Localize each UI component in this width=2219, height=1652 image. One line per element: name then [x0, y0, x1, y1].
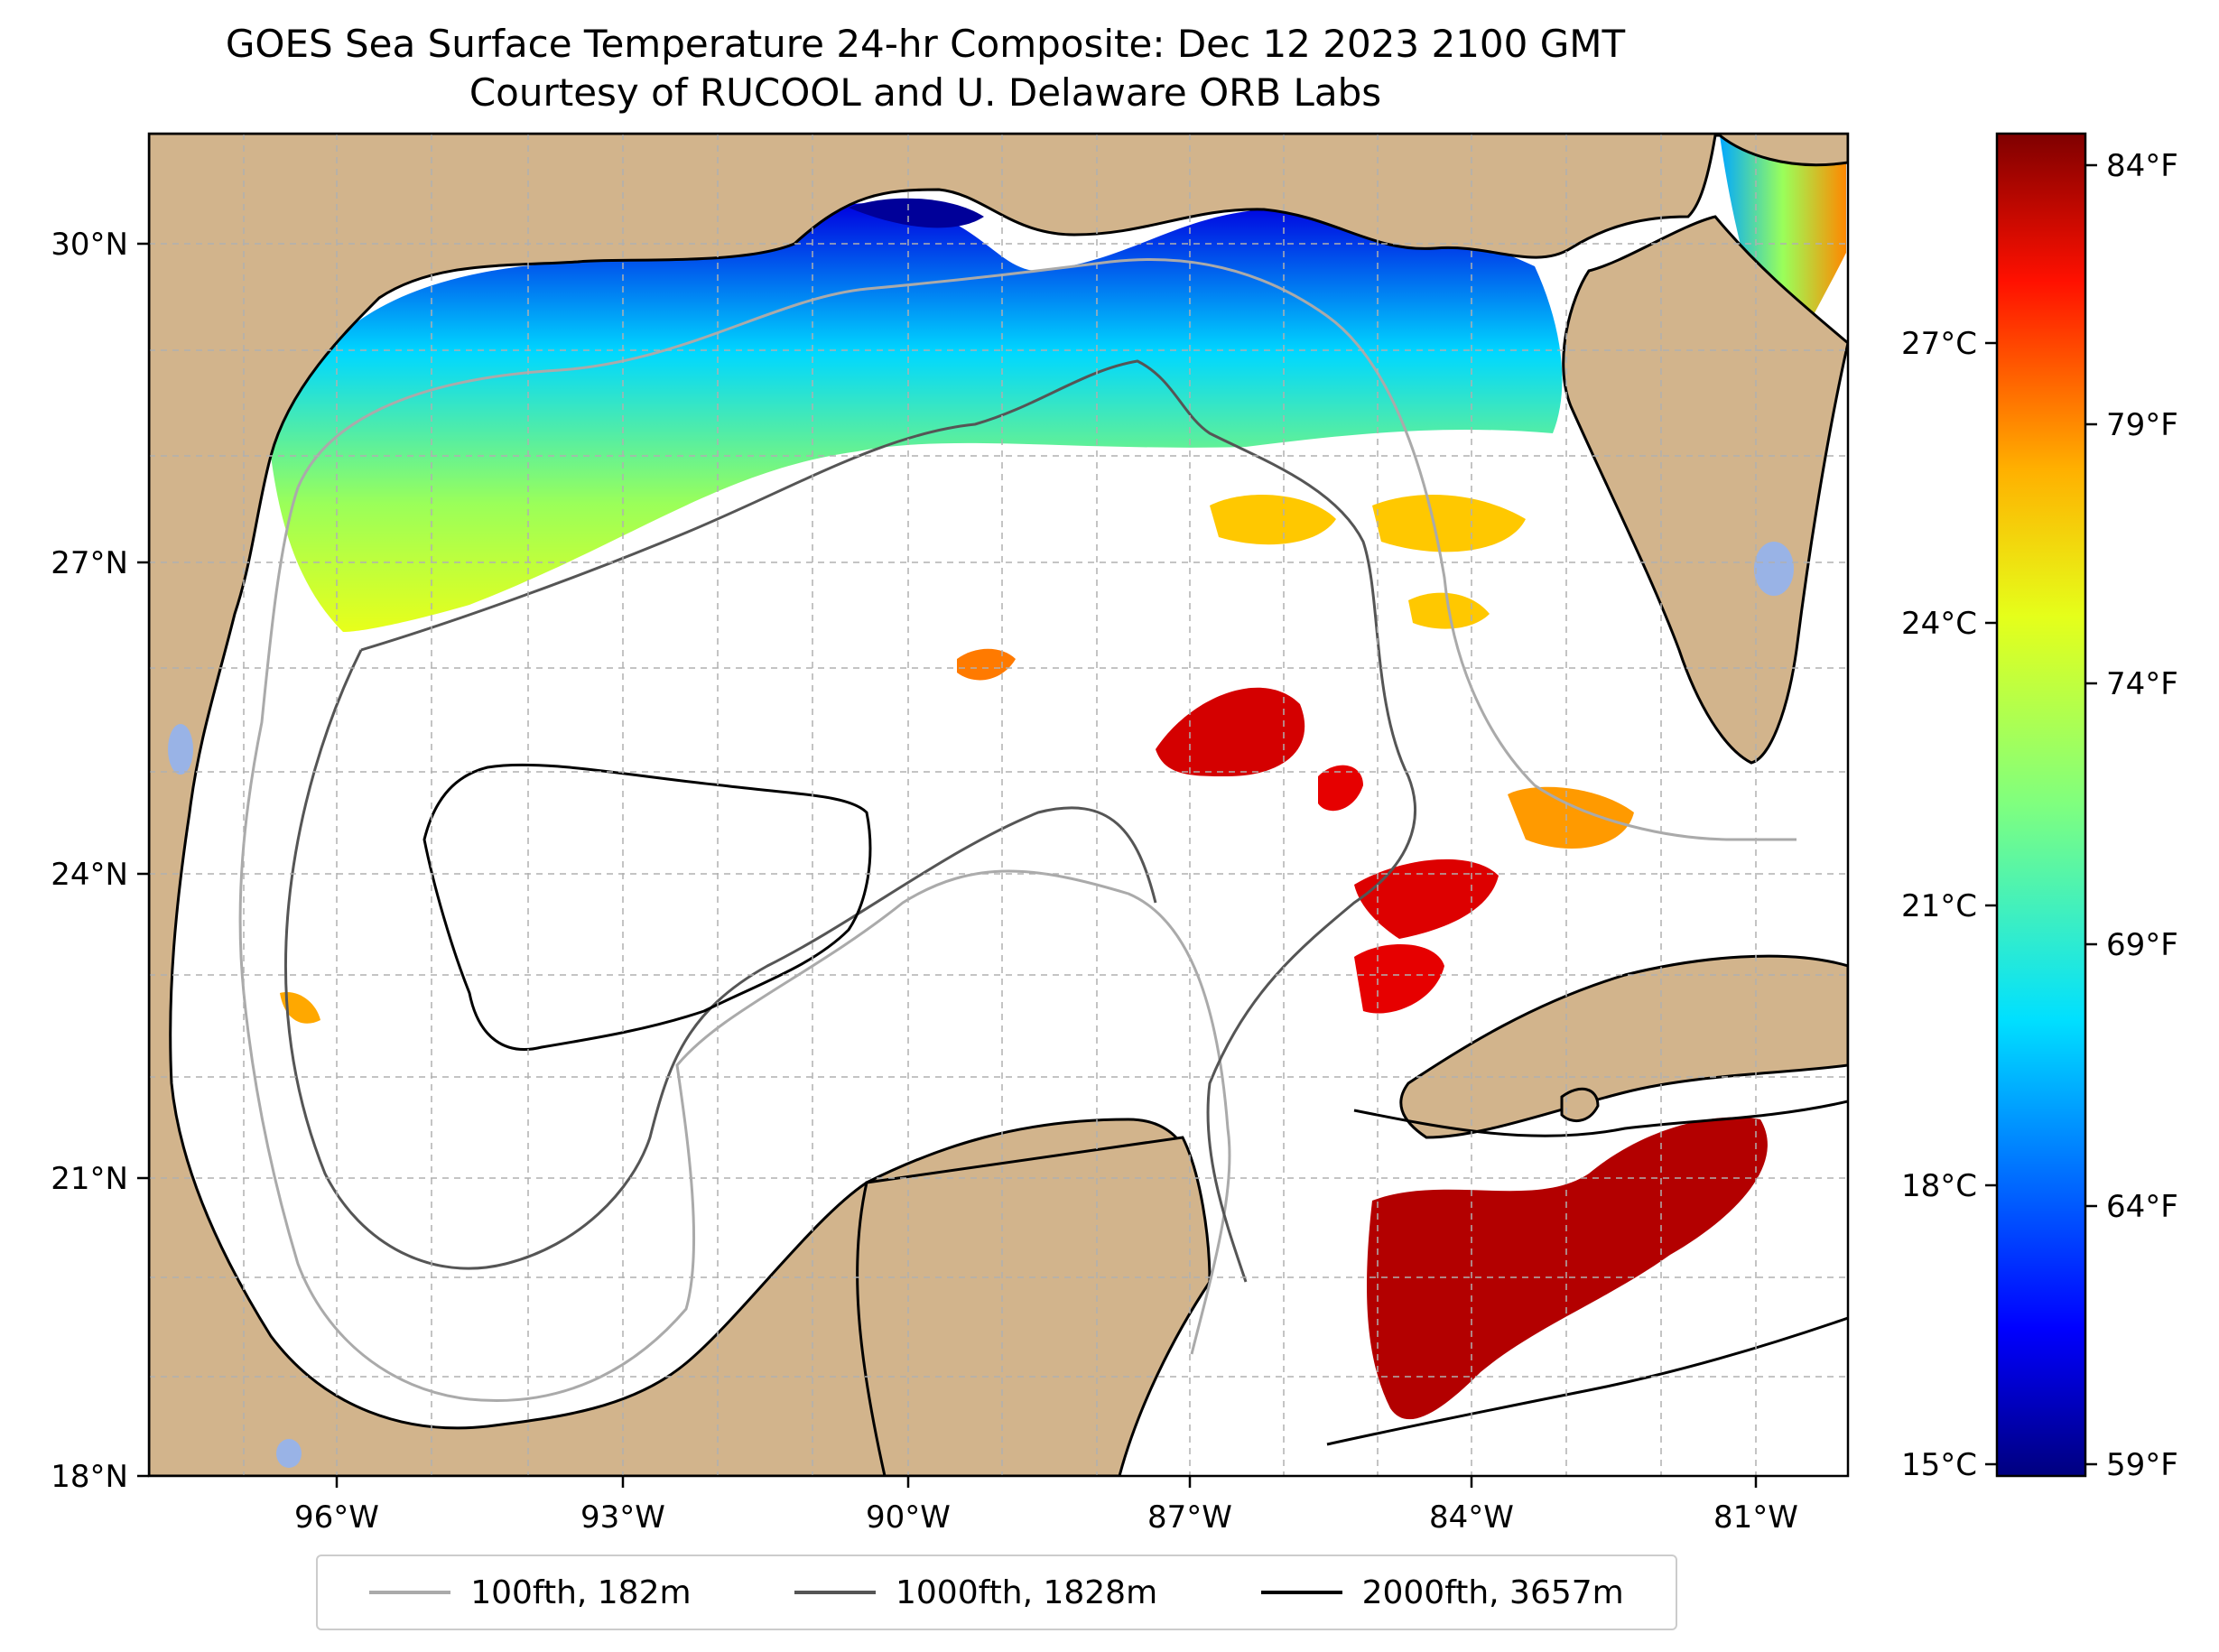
map-title: GOES Sea Surface Temperature 24-hr Compo… — [0, 20, 1851, 117]
legend-swatch — [369, 1591, 451, 1594]
colorbar-fahrenheit-label: 84°F — [2106, 148, 2178, 184]
contour-100fth-west — [238, 487, 1231, 1402]
sst-west-patch — [280, 992, 320, 1024]
contour-2000fth-caribbean — [1326, 1316, 1848, 1446]
colorbar-fahrenheit-label: 59°F — [2106, 1447, 2178, 1483]
legend-label: 1000fth, 1828m — [895, 1573, 1158, 1611]
land-yucatan — [856, 1136, 1212, 1476]
contour-1000fth — [360, 359, 1416, 1283]
lon-label: 81°W — [1713, 1499, 1798, 1536]
contour-1000fth-west — [283, 649, 1157, 1270]
sst-northern-gulf — [271, 203, 1563, 632]
colorbar-celsius-label: 21°C — [1901, 888, 1977, 924]
colorbar-celsius-label: 27°C — [1901, 326, 1977, 362]
contour-2000fth-cayman — [1353, 1100, 1848, 1137]
lon-label: 84°W — [1429, 1499, 1514, 1536]
legend-swatch — [794, 1591, 876, 1594]
sst-cuba-north-1 — [1354, 858, 1499, 939]
graticule — [149, 134, 1848, 1476]
legend-entry-1000fth: 1000fth, 1828m — [794, 1574, 1157, 1611]
lat-label: 30°N — [51, 227, 128, 263]
sst-mississippi-sound — [849, 198, 984, 228]
sst-cuba-north-2 — [1354, 944, 1444, 1014]
colorbar-fahrenheit-label: 64°F — [2106, 1189, 2178, 1225]
lat-label: 27°N — [51, 545, 128, 581]
colorbar-fahrenheit-label: 79°F — [2106, 407, 2178, 443]
lon-label: 96°W — [294, 1499, 379, 1536]
legend-label: 100fth, 182m — [470, 1573, 692, 1611]
sst-loop-current-1 — [1156, 687, 1305, 776]
legend-swatch — [1260, 1591, 1342, 1594]
colorbar-celsius-label: 15°C — [1901, 1447, 1977, 1483]
contour-100fth-north — [296, 258, 1797, 841]
bathymetry-contours — [238, 258, 1848, 1446]
contour-2000fth-sigsbee — [422, 763, 872, 1051]
land-isla-juventud — [1560, 1087, 1600, 1123]
sst-patch-east-2 — [1372, 495, 1526, 552]
sst-patch-east-1 — [1210, 495, 1336, 545]
lon-label: 90°W — [866, 1499, 951, 1536]
title-line-1: GOES Sea Surface Temperature 24-hr Compo… — [225, 22, 1626, 66]
map-frame — [147, 132, 1850, 1478]
lat-label: 18°N — [51, 1459, 128, 1495]
sst-patch-central — [957, 648, 1016, 681]
lat-axis: 30°N 27°N 24°N 21°N 18°N — [51, 227, 149, 1495]
lon-label: 93°W — [580, 1499, 665, 1536]
colorbar-fahrenheit-label: 69°F — [2106, 927, 2178, 963]
title-line-2: Courtesy of RUCOOL and U. Delaware ORB L… — [469, 70, 1382, 115]
map-panel — [149, 134, 1848, 1476]
sst-atlantic-florida — [1720, 135, 1846, 379]
lake-okeechobee — [1754, 542, 1794, 596]
colorbar-gradient — [1995, 132, 2087, 1478]
colorbar-celsius-label: 18°C — [1901, 1168, 1977, 1204]
lake-laguna-madre — [168, 724, 193, 775]
contour-legend: 100fth, 182m 1000fth, 1828m 2000fth, 365… — [316, 1555, 1677, 1630]
sst-caribbean — [1367, 1117, 1768, 1420]
sst-layer — [271, 135, 1846, 1420]
legend-label: 2000fth, 3657m — [1361, 1573, 1624, 1611]
lakes-layer — [168, 542, 1794, 1468]
lake-south — [276, 1439, 302, 1468]
lat-label: 24°N — [51, 857, 128, 893]
land-layer — [149, 134, 1848, 1476]
land-florida — [1562, 215, 1848, 765]
legend-entry-100fth: 100fth, 182m — [369, 1573, 692, 1611]
lon-axis: 96°W 93°W 90°W 87°W 84°W 81°W — [294, 1476, 1798, 1536]
land-cuba — [1399, 954, 1848, 1139]
sst-keys-patch — [1508, 786, 1634, 849]
lon-label: 87°W — [1147, 1499, 1232, 1536]
colorbar-fahrenheit-label: 74°F — [2106, 666, 2178, 702]
sst-loop-current-2 — [1318, 765, 1363, 812]
lat-label: 21°N — [51, 1161, 128, 1197]
legend-entry-2000fth: 2000fth, 3657m — [1260, 1573, 1624, 1611]
colorbar-celsius-label: 24°C — [1901, 606, 1977, 642]
colorbar: 27°C 24°C 21°C 18°C 15°C 84°F 79°F 74°F … — [1901, 132, 2178, 1483]
